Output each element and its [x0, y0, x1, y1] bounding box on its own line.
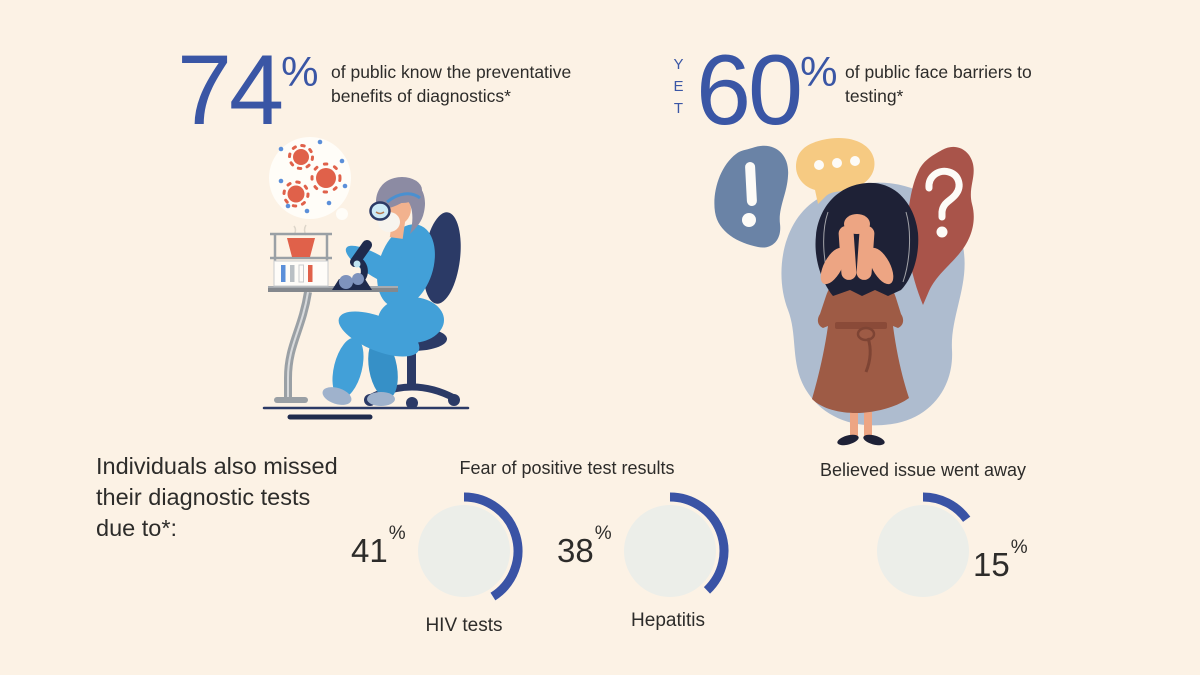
donut-chart-believed	[877, 492, 971, 597]
stat-60-prefix: YET	[670, 56, 687, 122]
donut-chart-hepatitis	[624, 492, 729, 597]
virus-thought-bubble-icon	[269, 137, 351, 220]
stat-74-number: 74	[177, 34, 284, 145]
bottom-intro-text: Individuals also missed their diagnostic…	[96, 453, 338, 541]
virus-dots	[278, 139, 348, 214]
virus-icon	[282, 144, 342, 208]
test-tube-rack	[270, 224, 332, 287]
stat-60-percent-sign: %	[800, 48, 838, 95]
beaker-icon	[287, 238, 315, 257]
stat-60-percent: YET 60 %	[670, 34, 838, 145]
exclamation-bubble-icon	[714, 145, 789, 248]
stat-74-percent: 74 %	[177, 34, 319, 145]
woman-figure	[812, 182, 919, 446]
group-title-fear: Fear of positive test results	[459, 458, 675, 478]
donut-label-hepatitis: Hepatitis	[631, 610, 705, 631]
safety-goggles-icon	[369, 201, 391, 221]
group-title-believed: Believed issue went away	[819, 460, 1027, 480]
donut-value-believed: 15%	[973, 537, 1028, 583]
donut-label-hiv: HIV tests	[425, 615, 503, 636]
stat-60-number: 60	[696, 34, 803, 145]
donut-chart-hiv	[418, 492, 523, 601]
scientist-at-microscope-illustration	[262, 137, 470, 420]
donut-value-hepatitis: 38%	[557, 523, 612, 569]
stat-60-description: of public face barriers to testing*	[845, 62, 1032, 106]
worried-woman-illustration	[714, 138, 974, 446]
donut-value-hiv: 41%	[351, 523, 406, 569]
question-bubble-icon	[907, 146, 974, 305]
dress	[812, 274, 909, 413]
stat-74-percent-sign: %	[281, 48, 319, 95]
stat-74-description: of public know the preventative benefits…	[331, 62, 572, 106]
